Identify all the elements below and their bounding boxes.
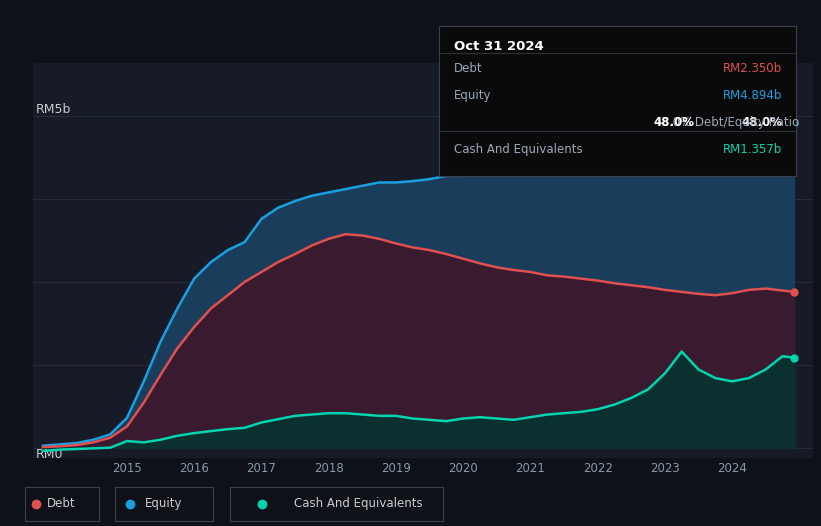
Text: RM1.357b: RM1.357b xyxy=(722,143,782,156)
Text: RM4.894b: RM4.894b xyxy=(722,89,782,102)
Text: RM5b: RM5b xyxy=(36,103,71,116)
Text: RM0: RM0 xyxy=(36,448,64,461)
Text: Cash And Equivalents: Cash And Equivalents xyxy=(294,497,423,510)
Text: Cash And Equivalents: Cash And Equivalents xyxy=(453,143,582,156)
Text: Oct 31 2024: Oct 31 2024 xyxy=(453,40,544,53)
Text: 48.0%: 48.0% xyxy=(654,116,695,129)
Text: Debt: Debt xyxy=(453,62,482,75)
Text: 48.0% Debt/Equity Ratio: 48.0% Debt/Equity Ratio xyxy=(654,116,799,129)
Text: Equity: Equity xyxy=(453,89,491,102)
Text: Equity: Equity xyxy=(144,497,182,510)
Text: RM2.350b: RM2.350b xyxy=(723,62,782,75)
Text: 48.0%: 48.0% xyxy=(741,116,782,129)
Text: Debt: Debt xyxy=(47,497,76,510)
